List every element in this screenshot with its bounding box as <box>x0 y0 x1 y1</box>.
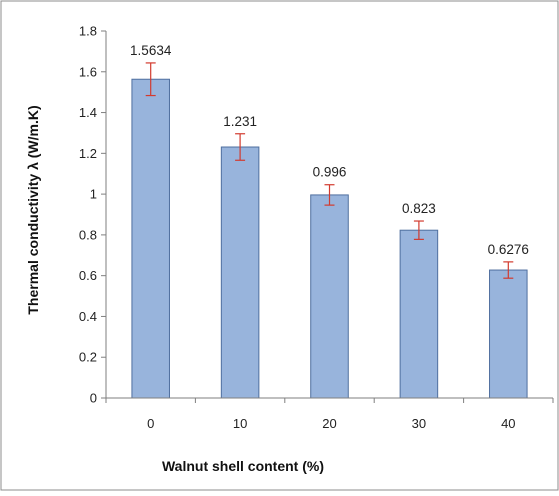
bar <box>399 229 439 399</box>
bar <box>131 78 170 399</box>
data-label: 0.996 <box>313 165 347 180</box>
x-tick-label: 20 <box>322 416 336 431</box>
bar <box>220 146 260 399</box>
y-tick-label: 0 <box>90 391 97 406</box>
y-tick-label: 1.8 <box>79 24 97 39</box>
bar <box>310 194 349 399</box>
y-tick-label: 1 <box>90 187 97 202</box>
y-tick-label: 1.2 <box>79 146 97 161</box>
data-label: 0.6276 <box>488 242 529 257</box>
y-tick-label: 0.6 <box>79 268 97 283</box>
x-tick-label: 0 <box>147 416 154 431</box>
error-bar <box>324 184 335 206</box>
x-axis-title: Walnut shell content (%) <box>162 458 324 474</box>
y-tick-label: 0.2 <box>79 350 97 365</box>
y-tick-label: 1.6 <box>79 64 97 79</box>
data-labels: 1.5634 1.231 0.996 0.823 0.6276 <box>130 43 529 257</box>
error-bar <box>235 133 246 161</box>
error-bar <box>145 62 156 97</box>
error-bar <box>413 220 424 240</box>
x-tick-label: 30 <box>412 416 426 431</box>
error-bar <box>503 261 514 279</box>
y-axis-title: Thermal conductivity λ (W/m.K) <box>25 105 41 314</box>
data-label: 1.231 <box>223 114 257 129</box>
error-bars <box>145 62 514 279</box>
x-tick-label: 10 <box>233 416 247 431</box>
x-tick-label: 40 <box>501 416 515 431</box>
data-label: 1.5634 <box>130 43 172 58</box>
bar-series <box>131 78 528 399</box>
y-tick-label: 0.8 <box>79 227 97 242</box>
x-axis-ticks: 0 10 20 30 40 <box>105 398 554 431</box>
data-label: 0.823 <box>402 201 436 216</box>
y-axis-ticks: 0 0.2 0.4 0.6 0.8 1 1.2 1.4 1.6 1.8 <box>79 24 106 406</box>
bar <box>489 269 528 399</box>
y-tick-label: 0.4 <box>79 309 97 324</box>
y-tick-label: 1.4 <box>79 105 97 120</box>
